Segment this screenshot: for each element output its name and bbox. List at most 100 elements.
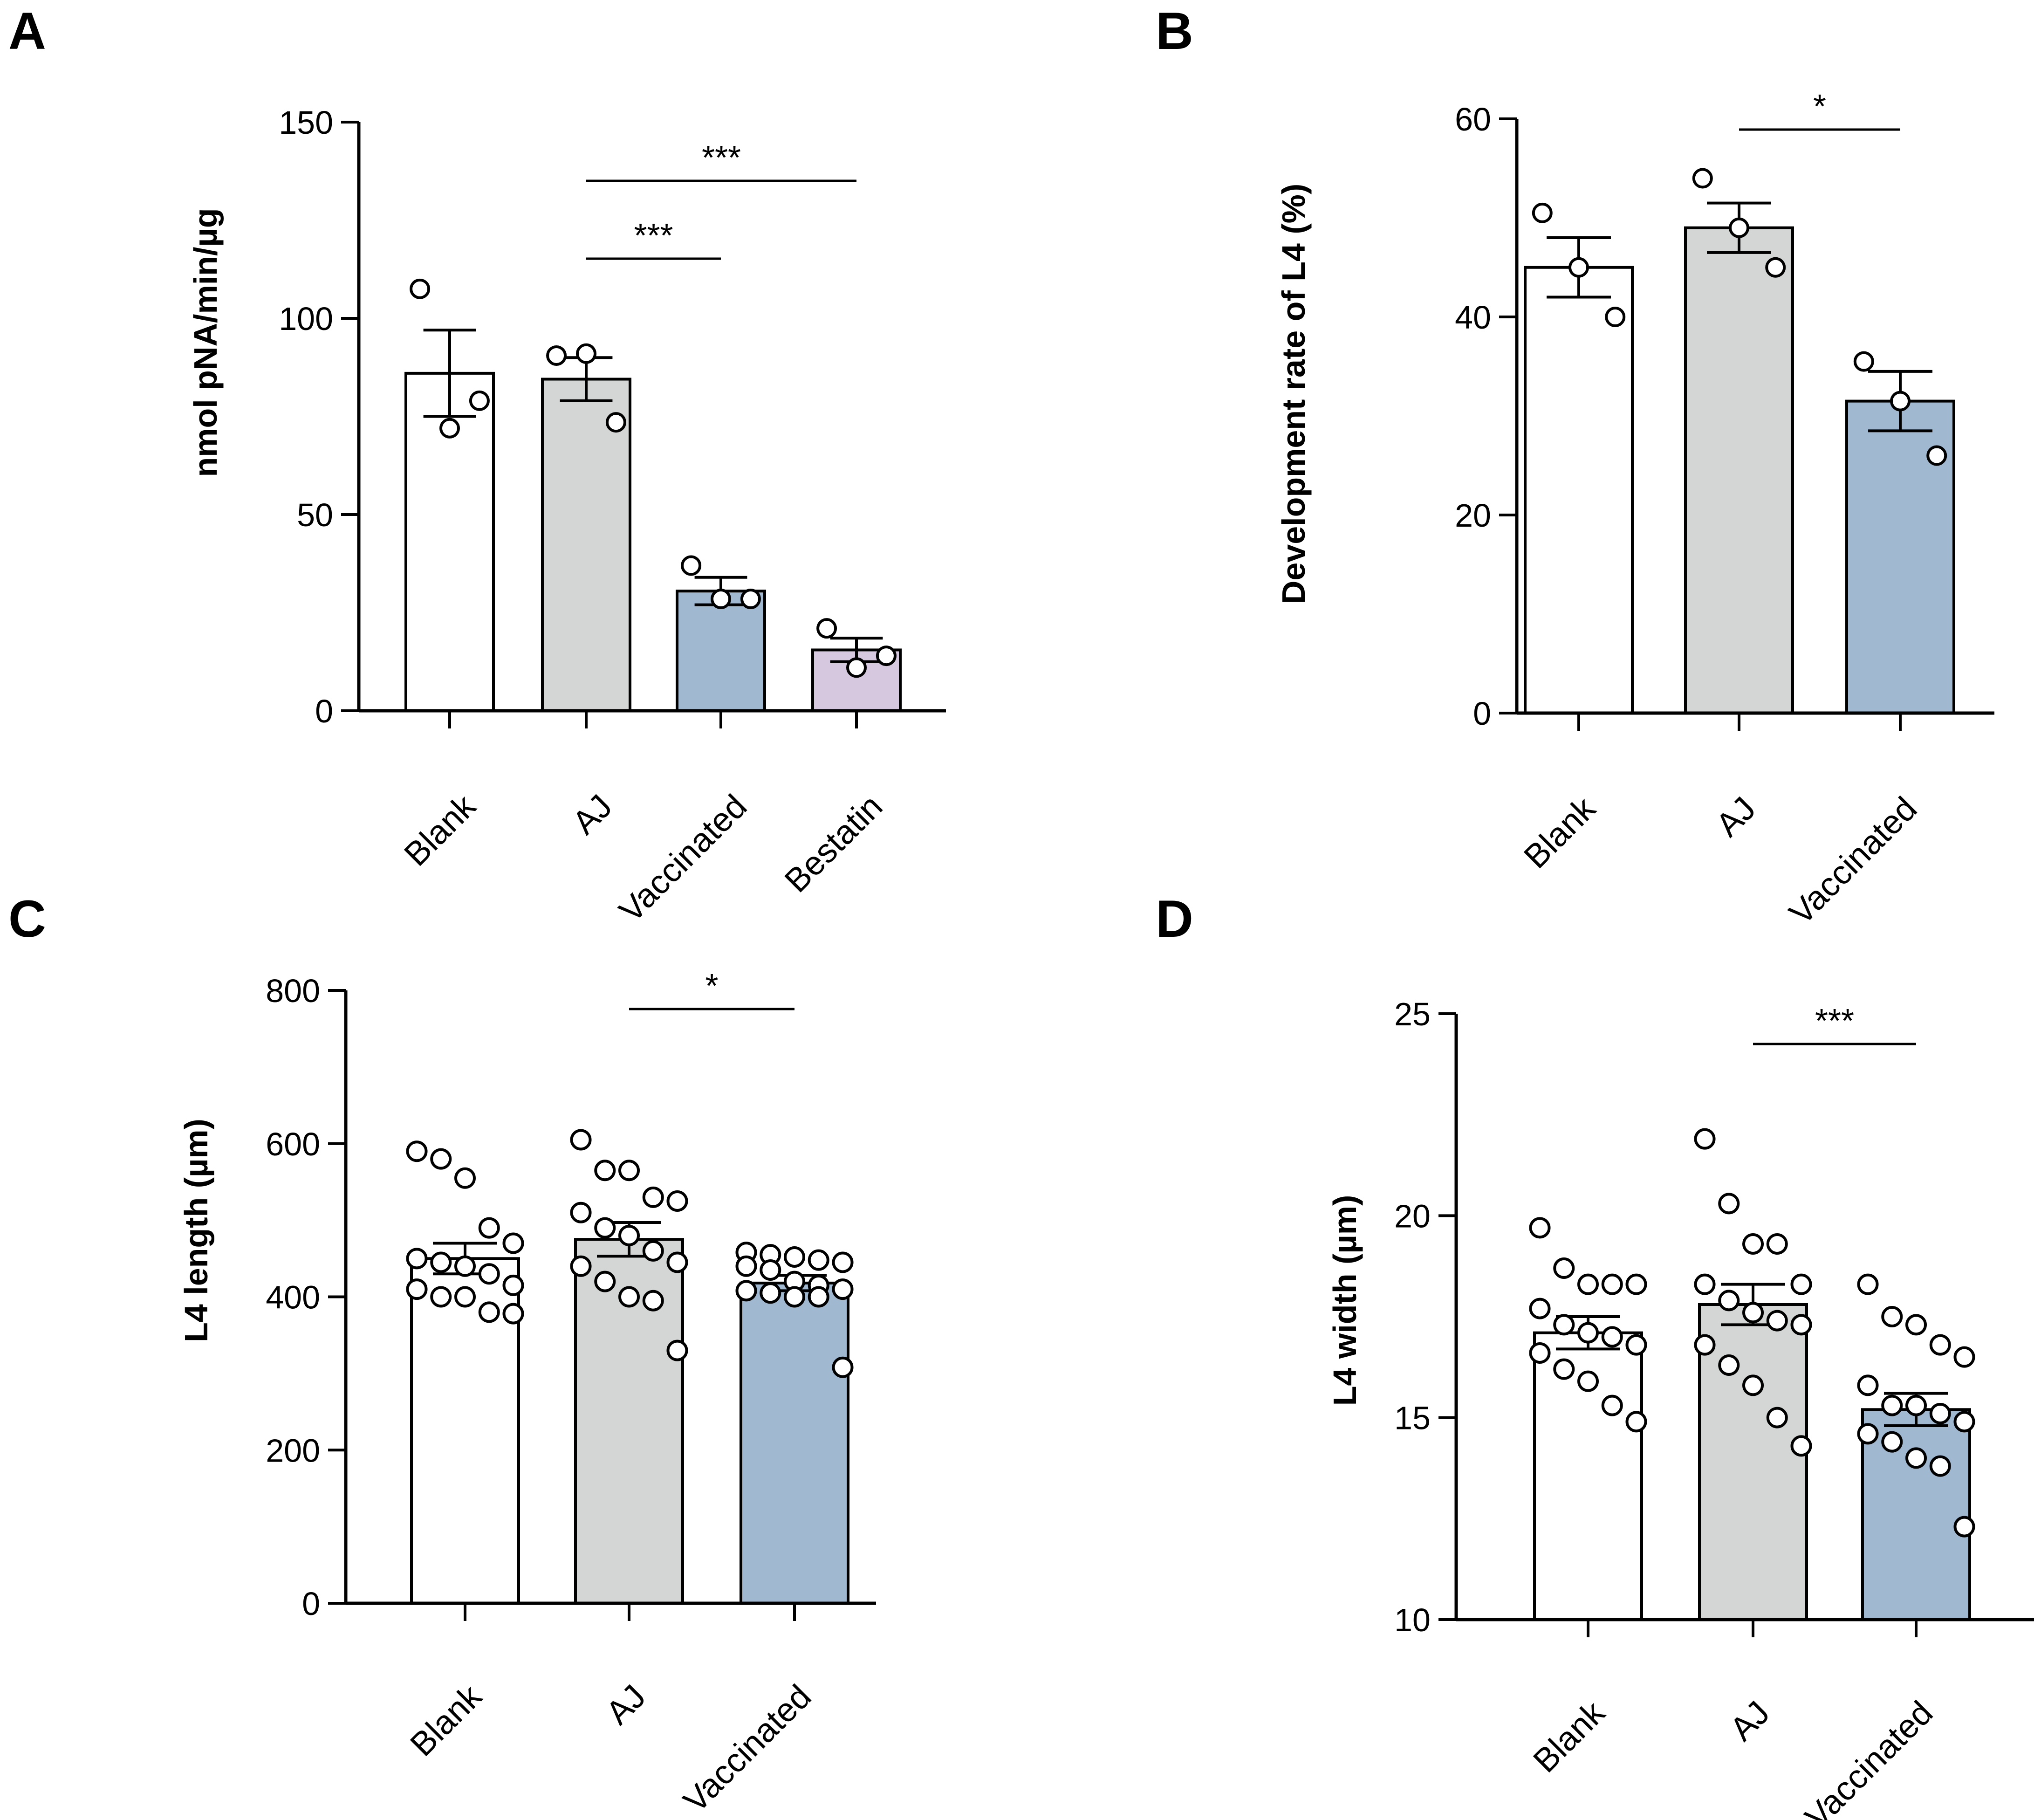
x-tick-label-vaccinated: Vaccinated xyxy=(612,788,754,930)
panel-d: D L4 width (µm) Blank AJ Vaccinated 10 15 20 2… xyxy=(1156,890,2034,1820)
x-tick-label-vaccinated: Vaccinated xyxy=(677,1678,819,1820)
y-tick-label: 0 xyxy=(315,693,333,729)
data-point xyxy=(594,1271,616,1292)
y-tick-label: 150 xyxy=(279,104,333,141)
significance-label: *** xyxy=(1815,1003,1854,1040)
data-point xyxy=(735,1280,757,1302)
data-point xyxy=(478,1217,500,1239)
data-point xyxy=(478,1301,500,1323)
x-tick-label-aj: AJ xyxy=(565,788,619,842)
data-point xyxy=(1694,1273,1716,1295)
data-point xyxy=(1625,1273,1647,1295)
y-tick-label: 600 xyxy=(266,1126,320,1162)
data-point xyxy=(430,1148,452,1170)
data-point xyxy=(760,1282,781,1304)
data-point xyxy=(1529,1342,1551,1364)
data-point xyxy=(1601,1326,1623,1348)
data-point xyxy=(1553,1358,1575,1380)
data-point xyxy=(1881,1306,1903,1327)
data-point xyxy=(618,1160,640,1181)
panel-d-letter: D xyxy=(1156,890,1193,948)
y-tick-label: 400 xyxy=(266,1279,320,1316)
data-point xyxy=(1577,1273,1599,1295)
data-point xyxy=(502,1232,524,1254)
bar-vaccinated xyxy=(676,590,766,712)
data-point xyxy=(1953,1516,1975,1538)
data-point xyxy=(1577,1322,1599,1344)
data-point xyxy=(1881,1394,1903,1416)
data-point xyxy=(832,1251,854,1273)
data-point xyxy=(642,1240,664,1262)
data-point xyxy=(430,1286,452,1308)
bar-aj xyxy=(1684,226,1794,714)
panel-a-letter: A xyxy=(8,2,46,60)
x-tick-label-blank: Blank xyxy=(1517,790,1603,876)
data-point xyxy=(740,589,761,610)
y-tick-label: 200 xyxy=(266,1432,320,1469)
data-point xyxy=(618,1286,640,1308)
data-point xyxy=(1692,168,1713,189)
data-point xyxy=(502,1274,524,1296)
data-point xyxy=(711,589,731,610)
bar-vaccinated xyxy=(740,1281,849,1605)
significance-label: *** xyxy=(634,217,673,254)
data-point xyxy=(1742,1302,1764,1324)
data-point xyxy=(478,1263,500,1285)
x-tick-label-aj: AJ xyxy=(599,1678,653,1732)
data-point xyxy=(1790,1435,1812,1457)
data-point xyxy=(430,1251,452,1273)
x-tick-label-blank: Blank xyxy=(403,1677,489,1764)
y-tick-label: 100 xyxy=(279,301,333,337)
data-point xyxy=(832,1356,854,1378)
data-point xyxy=(454,1286,476,1308)
x-tick-label-vaccinated: Vaccinated xyxy=(1782,790,1925,932)
data-point xyxy=(594,1160,616,1181)
data-point xyxy=(1529,1217,1551,1239)
panel-c-y-axis-label: L4 length (µm) xyxy=(178,1119,214,1342)
data-point xyxy=(832,1278,854,1300)
data-point xyxy=(846,657,867,678)
data-point xyxy=(570,1255,592,1277)
significance-label: * xyxy=(1813,88,1826,125)
y-tick-label: 25 xyxy=(1394,996,1431,1032)
data-point xyxy=(1718,1354,1740,1376)
data-point xyxy=(439,418,460,439)
data-point xyxy=(1718,1193,1740,1215)
data-point xyxy=(1905,1314,1927,1336)
data-point xyxy=(784,1246,805,1268)
data-point xyxy=(1857,1273,1879,1295)
data-point xyxy=(1694,1128,1716,1150)
x-tick-label-bestatin: Bestatin xyxy=(778,788,890,900)
data-point xyxy=(1605,307,1626,327)
bar-aj xyxy=(1698,1303,1808,1621)
data-point xyxy=(1857,1374,1879,1396)
bar-blank xyxy=(1524,266,1634,714)
y-tick-label: 50 xyxy=(297,497,333,533)
panel-b: B Development rate of L4 (%) Blank AJ Vacc… xyxy=(1156,2,1994,932)
data-point xyxy=(546,345,567,366)
data-point xyxy=(666,1251,688,1273)
data-point xyxy=(666,1190,688,1212)
x-tick-label-vaccinated: Vaccinated xyxy=(1798,1694,1940,1820)
data-point xyxy=(1766,1407,1788,1429)
data-point xyxy=(570,1202,592,1223)
data-point xyxy=(735,1255,757,1277)
data-point xyxy=(642,1186,664,1208)
panel-a-y-axis-label: nmol pNA/min/µg xyxy=(187,208,224,477)
data-point xyxy=(454,1167,476,1189)
data-point xyxy=(1718,1290,1740,1312)
data-point xyxy=(502,1303,524,1325)
x-tick-label-aj: AJ xyxy=(1723,1694,1777,1748)
panel-c: C L4 length (µm) Blank AJ Vaccinated 0 200 40… xyxy=(8,890,876,1820)
data-point xyxy=(1694,1334,1716,1356)
data-point xyxy=(605,412,626,433)
data-point xyxy=(1553,1257,1575,1279)
data-point xyxy=(1853,351,1874,372)
data-point xyxy=(406,1278,428,1300)
data-point xyxy=(1601,1273,1623,1295)
y-tick-label: 800 xyxy=(266,973,320,1009)
y-tick-label: 60 xyxy=(1455,101,1491,137)
y-tick-label: 0 xyxy=(302,1586,320,1622)
